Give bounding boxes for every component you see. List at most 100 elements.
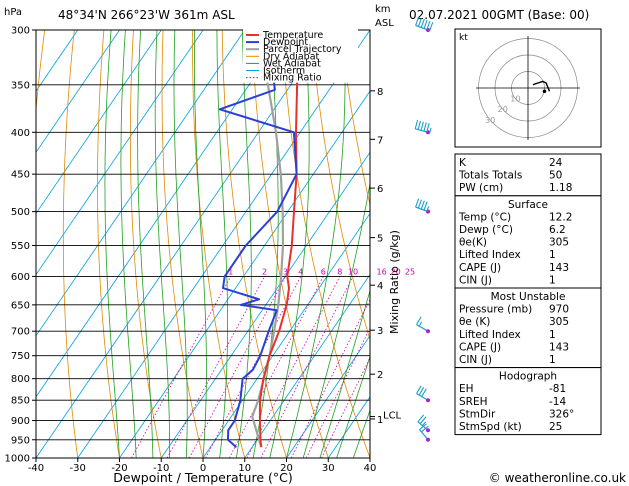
table-row-label: SREH — [459, 396, 488, 408]
table-row-value: 25 — [549, 421, 562, 433]
wind-barbs — [414, 16, 434, 442]
surface-table — [454, 195, 602, 289]
km-axis: 8 7 6 5 4 3 2 1 LCL — [370, 87, 402, 426]
table-row-value: 1 — [549, 274, 556, 286]
copyright-text: © weatheronline.co.uk — [489, 471, 626, 485]
pressure-tick-label: 850 — [11, 396, 30, 407]
barb-feather — [421, 388, 427, 397]
table-row-label: Lifted Index — [459, 249, 521, 261]
table-row-value: -81 — [549, 383, 566, 395]
table-row-label: CAPE (J) — [459, 341, 501, 353]
profile-series — [218, 30, 317, 448]
km-tick-label: 1 — [377, 415, 383, 426]
pressure-tick-label: 350 — [11, 80, 30, 91]
barb-feather — [429, 21, 434, 31]
barb-half-feather — [422, 421, 427, 427]
barb-shaft — [415, 128, 429, 133]
temperature-axis: -40 -30 -20 -10 0 10 20 30 40 — [28, 458, 377, 474]
table-row-value: 326° — [549, 408, 574, 420]
table-row-value: 50 — [549, 170, 562, 182]
isotherm-line — [36, 30, 120, 153]
table-row-value: 1.18 — [549, 182, 572, 194]
table-row-label: K — [459, 157, 467, 169]
km-tick-label: 3 — [377, 326, 383, 337]
pressure-tick-label: 1000 — [5, 454, 30, 465]
table-row-label: CIN (J) — [459, 354, 492, 366]
legend-label: Parcel Trajectory — [263, 44, 342, 55]
surface-table-title: Surface — [508, 199, 548, 211]
table-row-label: EH — [459, 383, 474, 395]
barb-station-dot — [426, 428, 430, 433]
barb-feather — [423, 122, 427, 132]
hodograph-ring-label: 30 — [485, 116, 495, 125]
table-row-value: 1 — [549, 249, 556, 261]
table-row-label: Pressure (mb) — [459, 304, 532, 316]
pressure-tick-label: 700 — [11, 327, 30, 338]
barb-feather — [420, 121, 424, 131]
table-row-value: 305 — [549, 237, 569, 249]
mixing-ratio-label: 16 — [377, 267, 387, 276]
legend-label: Temperature — [262, 30, 323, 41]
x-axis-title: Dewpoint / Temperature (°C) — [113, 470, 292, 485]
table-row-label: θe (K) — [459, 316, 490, 328]
indices-panel: K 24 Totals Totals 50 PW (cm) 1.18SurfaceTemp… — [454, 153, 602, 436]
isotherm-line — [36, 30, 162, 215]
wind-barb — [415, 198, 430, 214]
table-row-value: 24 — [549, 157, 563, 169]
isotherm-line — [286, 335, 370, 458]
km-tick-label: 2 — [377, 370, 383, 381]
indices-table — [454, 153, 602, 197]
pressure-tick-label: 550 — [11, 241, 30, 252]
legend-label: Mixing Ratio — [263, 73, 322, 84]
barb-station-dot — [426, 398, 430, 403]
temperature-tick-label: -30 — [70, 463, 86, 474]
table-row-label: Lifted Index — [459, 329, 521, 341]
station-location: 48°34'N 266°23'W 361m ASL — [58, 8, 235, 22]
isobar-lines — [36, 30, 370, 458]
dry-adiabat-line — [340, 30, 370, 207]
dewpoint-line — [218, 30, 317, 448]
barb-feather — [426, 123, 430, 133]
barb-feather — [419, 423, 427, 431]
table-row-value: -14 — [549, 396, 566, 408]
most-unstable-table-title: Most Unstable — [491, 291, 566, 303]
hpa-unit-label: hPa — [4, 7, 22, 18]
table-row-value: 1 — [549, 329, 556, 341]
mixing-ratio-label: 20 — [391, 267, 401, 276]
pressure-tick-label: 650 — [11, 300, 30, 311]
legend-label: Dewpoint — [263, 37, 308, 48]
pressure-tick-label: 900 — [11, 416, 30, 427]
barb-feather — [426, 20, 431, 30]
sounding-datetime: 02.07.2021 00GMT (Base: 00) — [409, 8, 589, 22]
barb-half-feather — [429, 127, 432, 133]
temperature-tick-label: 20 — [280, 463, 293, 474]
temperature-tick-label: 30 — [322, 463, 335, 474]
most-unstable-table — [454, 287, 602, 369]
barb-station-dot — [426, 437, 430, 442]
table-row-value: 970 — [549, 304, 569, 316]
isotherm-line — [77, 30, 370, 458]
barb-feather — [417, 199, 423, 209]
km-tick-label: 6 — [377, 184, 383, 195]
temperature-tick-label: 40 — [364, 463, 377, 474]
barb-shaft — [416, 324, 429, 332]
temperature-line — [258, 30, 309, 448]
mixing-ratio-line — [246, 276, 341, 458]
barb-half-feather — [418, 321, 423, 327]
wind-barb — [419, 423, 430, 442]
km-tick-label: 4 — [377, 281, 383, 292]
temperature-tick-label: -10 — [153, 463, 169, 474]
wet-adiabat-line — [352, 409, 370, 458]
barb-feather — [421, 425, 429, 433]
temperature-tick-label: 0 — [200, 463, 206, 474]
table-row-value: 143 — [549, 341, 569, 353]
pressure-tick-label: 800 — [11, 374, 30, 385]
mixing-ratio-label: 4 — [298, 267, 303, 276]
barb-half-feather — [426, 206, 430, 212]
barb-feather — [420, 200, 425, 210]
barb-station-dot — [426, 209, 430, 214]
pressure-tick-label: 600 — [11, 272, 30, 283]
barb-shaft — [416, 393, 429, 401]
